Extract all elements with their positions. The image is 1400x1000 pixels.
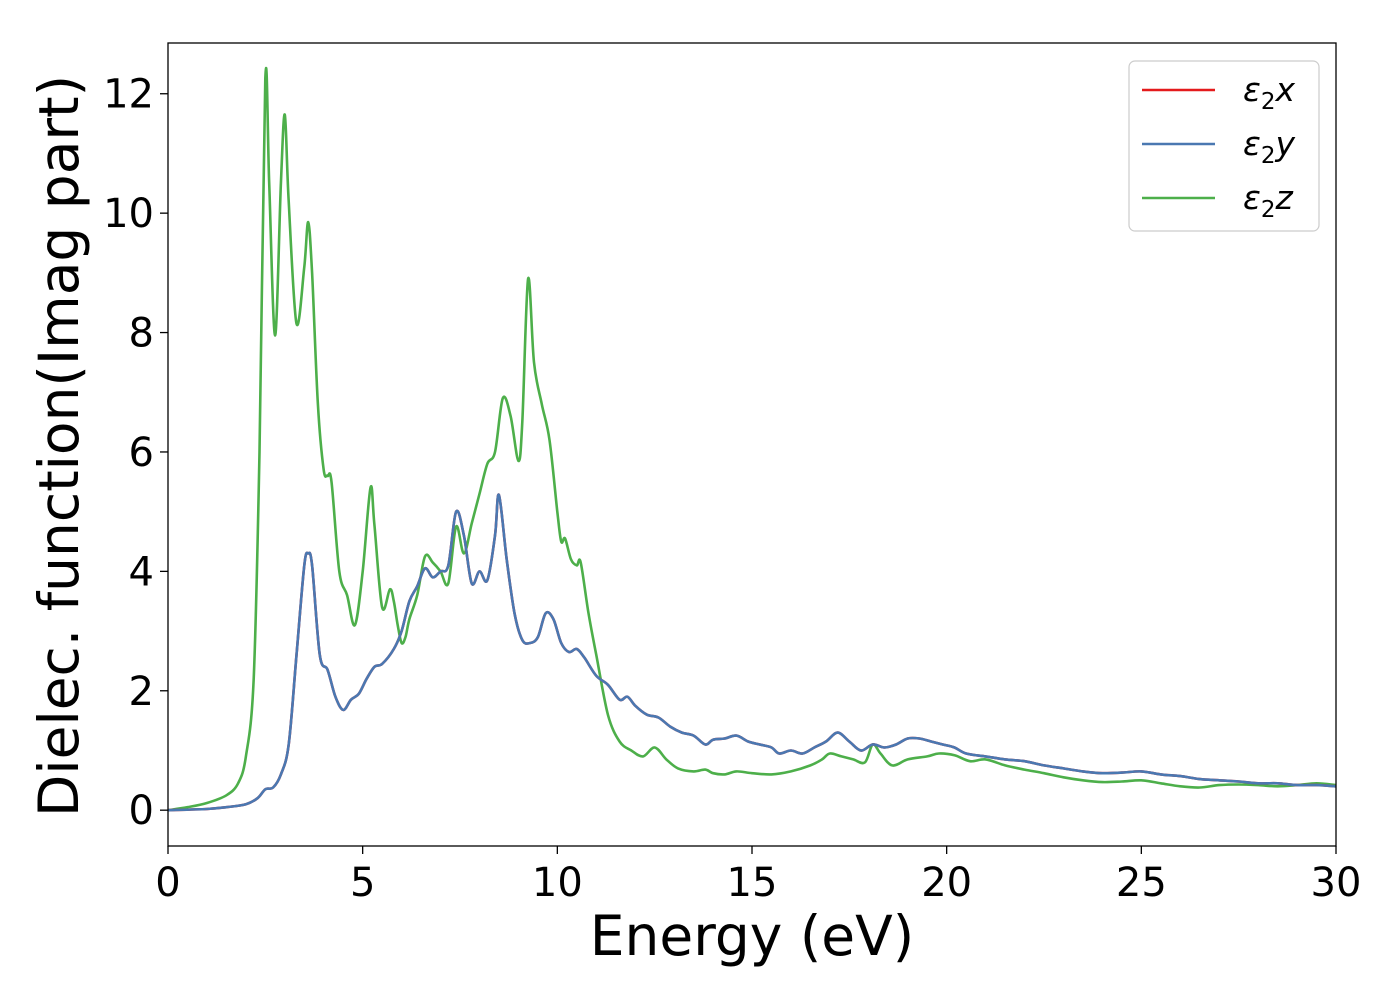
series-line-y [167,493,1337,812]
y-tick-label: 2 [129,669,154,715]
x-axis-ticks: 0 5 10 15 20 25 30 [155,846,1361,906]
x-tick-label: 10 [532,860,583,906]
y-axis-ticks: 0 2 4 6 8 10 12 [103,72,168,834]
legend-box [1128,60,1320,232]
y-tick-label: 12 [103,72,154,118]
y-tick-label: 6 [129,430,154,476]
legend-label-x: ε2x [1243,70,1295,115]
series-line-z [167,66,1337,812]
y-tick-label: 10 [103,191,154,237]
series-line-x [167,493,1337,812]
x-tick-label: 0 [155,860,180,906]
x-axis-label: Energy (eV) [590,904,914,968]
y-tick-label: 8 [129,311,154,357]
x-tick-label: 20 [921,860,972,906]
series-layer [167,66,1337,812]
y-tick-label: 4 [129,549,154,595]
x-tick-label: 25 [1116,860,1167,906]
legend-label-z: ε2z [1243,178,1293,223]
legend: ε2x ε2y ε2z [1128,60,1320,232]
x-tick-label: 30 [1311,860,1362,906]
legend-label-y: ε2y [1243,124,1295,169]
x-tick-label: 5 [350,860,375,906]
x-tick-label: 15 [727,860,778,906]
y-tick-label: 0 [129,788,154,834]
y-axis-label: Dielec. function(Imag part) [27,75,91,817]
